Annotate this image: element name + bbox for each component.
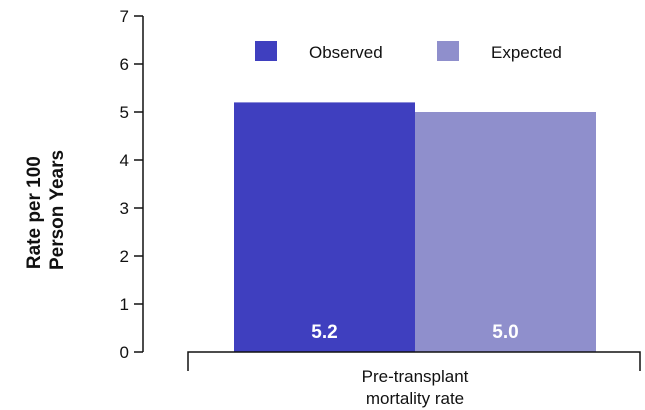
category-label-line-1: Pre-transplant xyxy=(362,367,469,386)
svg-text:Rate per 100 Person Year: Rate per 100 Person Years xyxy=(24,150,68,270)
legend-label-expected: Expected xyxy=(491,43,562,62)
legend-swatch-observed xyxy=(255,41,277,61)
y-tick-label: 0 xyxy=(120,343,129,362)
bars: 5.2 5.0 xyxy=(234,102,596,353)
bar-observed xyxy=(234,102,415,353)
data-label-observed: 5.2 xyxy=(311,322,337,343)
y-tick-label: 2 xyxy=(120,247,129,266)
y-tick-label: 5 xyxy=(120,103,129,122)
y-tick-label: 7 xyxy=(120,7,129,26)
legend-label-observed: Observed xyxy=(309,43,383,62)
y-tick-label: 6 xyxy=(120,55,129,74)
y-tick-label: 4 xyxy=(120,151,129,170)
bar-expected xyxy=(415,112,596,352)
y-axis-label-line-1: Rate per 100 xyxy=(24,156,45,269)
data-label-expected: 5.0 xyxy=(492,322,518,343)
y-axis-label: Rate per 100 Person Years xyxy=(24,150,68,270)
y-tick-label: 3 xyxy=(120,199,129,218)
y-tick-label: 1 xyxy=(120,295,129,314)
x-axis-bracket xyxy=(187,351,641,371)
category-label: Pre-transplant mortality rate xyxy=(362,367,469,408)
y-axis-label-line-2: Person Years xyxy=(47,150,68,270)
legend: Observed Expected xyxy=(255,41,562,62)
y-axis-ticks: 0 1 2 3 4 5 6 7 xyxy=(120,7,143,362)
category-label-line-2: mortality rate xyxy=(366,389,464,408)
legend-swatch-expected xyxy=(437,41,459,61)
